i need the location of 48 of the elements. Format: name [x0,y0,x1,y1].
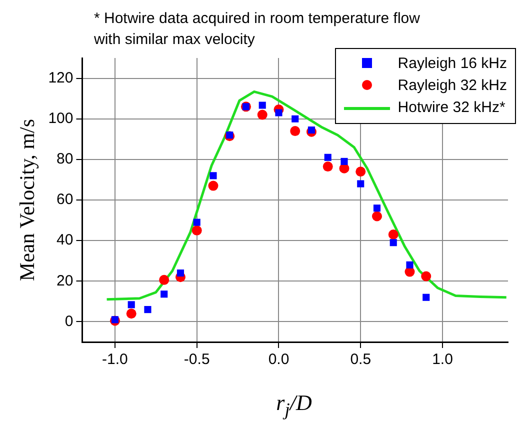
point [422,294,430,301]
legend-label: Rayleigh 16 kHz [398,54,507,74]
legend-label: Hotwire 32 kHz* [398,98,506,118]
point [356,166,366,177]
y-tick-label: 100 [48,110,74,127]
text: * Hotwire data acquired in room temperature flow with similar max velocity [94,9,421,50]
x-tick-label: 1.0 [432,351,453,368]
y-tick-label: 40 [56,232,74,249]
point [406,261,414,268]
point [324,154,332,161]
point [193,218,200,226]
y-tick-label: 20 [56,272,74,290]
point [373,204,381,212]
y-tick-label: 60 [56,191,74,208]
point [340,158,348,165]
y-axis-title: Mean Velocity, m/s [15,118,40,282]
y-tick-label: 80 [56,150,74,168]
point [322,162,333,172]
x-tick-label: 0.5 [350,351,372,368]
point [258,102,266,109]
point [292,115,299,122]
point [257,110,268,120]
point [357,180,364,188]
point [308,126,316,134]
y-tick-label: 0 [64,312,74,330]
point [208,180,218,191]
point [144,306,152,314]
point [421,271,432,282]
point [210,172,217,180]
x-tick-label: 0.0 [268,351,290,368]
point [176,269,184,277]
x-axis-title: r$_{j}$/D [275,390,313,420]
y-tick-label: 120 [48,69,74,86]
point [111,316,119,324]
legend-label: Rayleigh 32 kHz [398,76,507,96]
point [192,225,202,236]
point [126,308,136,319]
point [160,290,168,298]
x-tick-label: -0.5 [184,351,210,368]
point [390,239,397,246]
point [372,211,382,222]
point [128,301,135,308]
point [388,229,398,240]
point [226,132,234,139]
point [290,126,300,136]
point [159,274,170,285]
x-tick-label: -1.0 [102,351,128,368]
point [275,109,282,116]
